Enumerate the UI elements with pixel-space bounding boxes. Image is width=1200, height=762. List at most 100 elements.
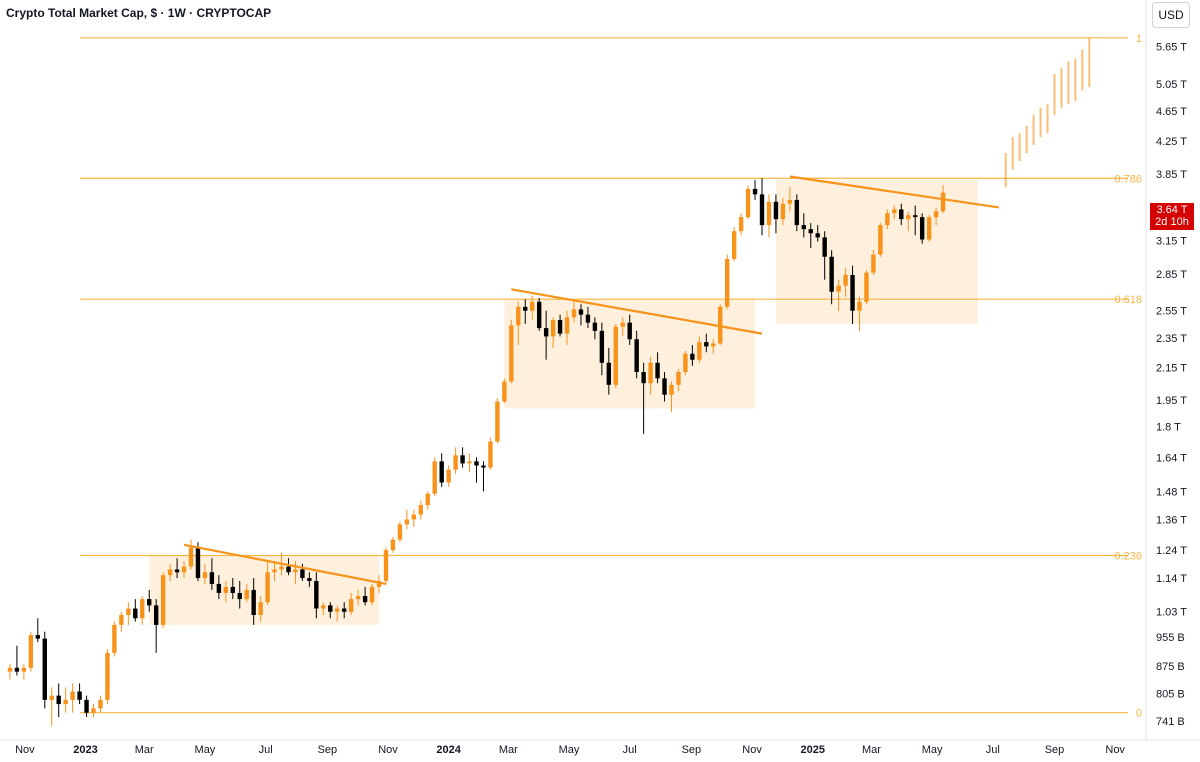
candle-body — [376, 580, 382, 587]
candle-body — [439, 461, 444, 483]
candle — [662, 372, 667, 402]
candle-body — [237, 592, 242, 600]
candle-body — [244, 589, 249, 600]
candle-body — [467, 461, 472, 464]
candle — [676, 368, 681, 392]
y-tick-label: 1.36 T — [1156, 514, 1187, 526]
candle-body — [202, 572, 208, 579]
candle — [655, 352, 660, 384]
candle-body — [620, 322, 625, 327]
candle-body — [307, 578, 312, 581]
y-tick-label: 1.24 T — [1156, 545, 1187, 557]
candle — [530, 295, 535, 320]
candle-body — [446, 469, 451, 483]
candle — [641, 362, 646, 434]
candle — [808, 223, 813, 249]
y-tick-label: 4.25 T — [1156, 136, 1187, 148]
candle-body — [98, 699, 103, 709]
candle-body — [355, 596, 361, 600]
candle — [773, 194, 779, 234]
time-axis[interactable]: Nov 2023 Mar May Jul Sep Nov 2024 Mar May Jul Sep No… — [15, 744, 1125, 756]
candle — [147, 589, 152, 612]
y-tick-label: 1.14 T — [1156, 573, 1187, 585]
price-axis[interactable]: 6.25 T5.65 T5.05 T4.65 T4.25 T3.85 T3.15… — [1156, 8, 1187, 728]
candle — [376, 575, 382, 593]
candle — [926, 215, 932, 242]
candle-body — [627, 322, 632, 340]
candle — [126, 602, 131, 625]
candle-body — [509, 325, 514, 382]
candle — [648, 356, 653, 395]
candle-body — [404, 519, 410, 525]
candle — [56, 683, 61, 718]
candle — [613, 324, 618, 389]
candle — [843, 268, 848, 297]
candle-body — [543, 328, 549, 337]
candle-body — [195, 547, 201, 579]
candle — [119, 611, 124, 632]
last-price-label: 3.64 T 2d 10h — [1150, 203, 1194, 230]
candle — [669, 381, 674, 412]
candle — [348, 592, 354, 615]
candle-body — [369, 586, 375, 603]
candle-body — [926, 217, 932, 240]
candle-body — [585, 314, 591, 323]
candle — [286, 558, 291, 576]
candle-body — [662, 378, 667, 395]
candle-body — [453, 455, 458, 470]
candle-body — [251, 589, 256, 615]
candle-body — [49, 695, 54, 700]
candles — [7, 178, 946, 727]
candle — [731, 227, 737, 262]
candle-body — [919, 217, 925, 240]
candle — [620, 317, 625, 337]
y-tick-label: 1.64 T — [1156, 452, 1187, 464]
candle — [857, 296, 862, 331]
candle — [216, 575, 222, 600]
candle — [404, 509, 410, 530]
candle-body — [690, 353, 695, 360]
currency-button[interactable]: USD — [1152, 2, 1190, 28]
candle-body — [801, 225, 806, 230]
candle-body — [84, 699, 89, 713]
candle-body — [209, 572, 215, 584]
candle — [390, 537, 396, 553]
candle-body — [174, 569, 180, 573]
candle-body — [133, 608, 138, 619]
candle-body — [147, 599, 152, 606]
candle-body — [188, 547, 194, 567]
candle — [745, 185, 751, 220]
candle-body — [892, 209, 897, 214]
candle-body — [871, 254, 876, 273]
candle — [759, 178, 765, 236]
candle-body — [167, 569, 173, 576]
candle — [105, 649, 110, 705]
candle-body — [279, 566, 284, 570]
fib-label-0.786: 0.786 — [1114, 173, 1142, 185]
candle-body — [216, 583, 222, 593]
candle — [919, 213, 925, 244]
candle-body — [140, 599, 145, 619]
candle — [237, 580, 242, 609]
candle — [627, 314, 632, 345]
candle-body — [815, 233, 820, 238]
candle — [272, 561, 277, 581]
y-tick-label: 2.85 T — [1156, 269, 1187, 281]
candle — [822, 231, 827, 280]
candle — [49, 687, 54, 727]
candle-body — [711, 343, 716, 347]
candle — [174, 558, 180, 579]
candle-body — [606, 362, 612, 385]
candle — [21, 664, 27, 680]
candle — [523, 299, 528, 325]
candle — [829, 250, 834, 305]
candle-body — [676, 372, 681, 385]
candle-body — [488, 441, 493, 468]
candle — [467, 453, 472, 472]
y-tick-label: 1.48 T — [1156, 486, 1187, 498]
x-tick-label: May — [195, 744, 216, 756]
candle-body — [425, 493, 430, 506]
candle-body — [474, 461, 479, 466]
fib-label-0: 0 — [1136, 708, 1142, 720]
